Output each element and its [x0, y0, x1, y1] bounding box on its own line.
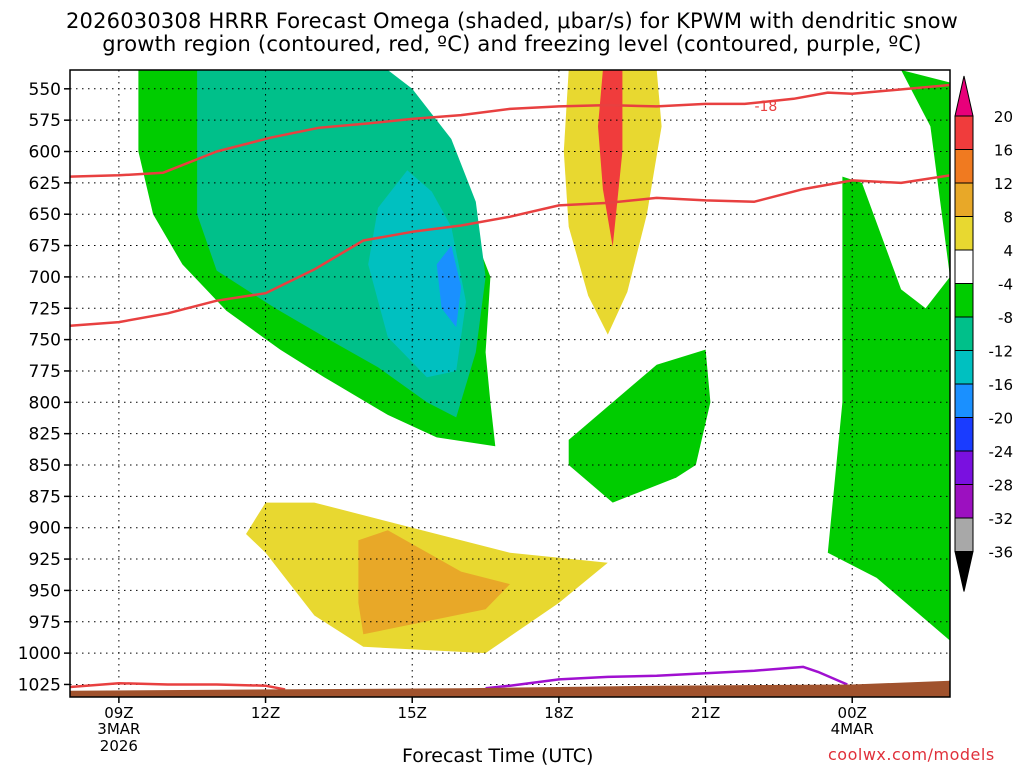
omega-shading-layer [138, 70, 950, 654]
colorbar-label-7: -12 [989, 343, 1014, 361]
colorbar-swatch-7 [954, 316, 974, 351]
y-tick-label-12: 850 [29, 456, 61, 476]
colorbar-label-5: -4 [998, 276, 1013, 294]
y-tick-label-9: 775 [29, 362, 61, 382]
y-tick-label-3: 625 [29, 174, 61, 194]
y-tick-label-19: 1025 [18, 675, 61, 695]
colorbar-bottom-arrow [954, 551, 974, 592]
x-tick-year-0: 2026 [100, 737, 138, 755]
colorbar-swatch-1 [954, 115, 974, 150]
x-axis-title: Forecast Time (UTC) [402, 745, 594, 767]
y-tick-label-7: 725 [29, 299, 61, 319]
colorbar-label-1: 16 [994, 142, 1013, 160]
y-tick-label-5: 675 [29, 237, 61, 257]
omega-region-8 [568, 349, 711, 503]
colorbar-swatch-13 [954, 517, 974, 552]
chart-title-line-1: 2026030308 HRRR Forecast Omega (shaded, … [65, 9, 959, 33]
colorbar: 20 16 12 8 4 -4 -8 -12 -16 -20 -24 -28 -32 -36 [954, 75, 1014, 592]
y-tick-label-14: 900 [29, 519, 61, 539]
colorbar-swatch-10 [954, 417, 974, 452]
colorbar-swatch-8 [954, 350, 974, 385]
x-tick-label-2: 15Z [398, 704, 427, 722]
grid-layer [70, 70, 950, 697]
y-tick-label-6: 700 [29, 268, 61, 288]
colorbar-label-12: -32 [989, 510, 1014, 528]
x-tick-label-4: 21Z [691, 704, 720, 722]
x-tick-label-5: 00Z [838, 704, 867, 722]
contour-label: -18 [754, 99, 777, 115]
colorbar-label-6: -8 [998, 309, 1013, 327]
colorbar-swatch-4 [954, 216, 974, 251]
contour-line-0 [70, 83, 950, 178]
x-tick-date-5: 4MAR [831, 720, 874, 738]
y-tick-label-15: 925 [29, 550, 61, 570]
colorbar-label-11: -28 [989, 477, 1014, 495]
y-tick-label-17: 975 [29, 613, 61, 633]
colorbar-swatch-3 [954, 182, 974, 217]
colorbar-label-3: 8 [1003, 209, 1013, 227]
y-tick-label-2: 600 [29, 143, 61, 163]
x-tick-label-3: 18Z [544, 704, 573, 722]
y-tick-label-13: 875 [29, 487, 61, 507]
source-credit: coolwx.com/models [828, 745, 995, 764]
y-tick-label-16: 950 [29, 581, 61, 601]
colorbar-label-13: -36 [989, 544, 1014, 562]
colorbar-label-4: 4 [1003, 242, 1013, 260]
x-tick-date-0: 3MAR [97, 720, 140, 738]
colorbar-swatch-5 [954, 249, 974, 284]
x-tick-label-1: 12Z [251, 704, 280, 722]
omega-region-3 [436, 245, 462, 328]
contour-line-2 [70, 681, 286, 691]
plot-frame [69, 69, 951, 698]
colorbar-swatch-6 [954, 283, 974, 318]
y-tick-label-11: 825 [29, 425, 61, 445]
colorbar-top-arrow [954, 75, 974, 117]
omega-region-9 [827, 70, 950, 641]
y-tick-label-8: 750 [29, 331, 61, 351]
y-axis: 550 575 600 625 650 675 700 725 750 775 800 825 850 8… [18, 80, 70, 695]
y-tick-label-10: 800 [29, 393, 61, 413]
colorbar-swatch-9 [954, 383, 974, 418]
colorbar-swatch-11 [954, 450, 974, 485]
colorbar-label-10: -24 [989, 443, 1014, 461]
colorbar-swatch-2 [954, 149, 974, 184]
contour-line-1 [70, 174, 950, 328]
y-tick-label-18: 1000 [18, 644, 61, 664]
chart-title-line-2: growth region (contoured, red, ºC) and f… [102, 32, 922, 56]
colorbar-label-8: -16 [989, 376, 1014, 394]
y-tick-label-4: 650 [29, 205, 61, 225]
colorbar-swatch-12 [954, 484, 974, 519]
contour-layer: -18 [70, 83, 950, 697]
terrain-fill [70, 680, 950, 697]
colorbar-label-0: 20 [994, 108, 1013, 126]
y-tick-label-0: 550 [29, 80, 61, 100]
colorbar-label-9: -20 [989, 410, 1014, 428]
omega-region-2 [368, 170, 466, 378]
y-tick-label-1: 575 [29, 111, 61, 131]
omega-region-7 [358, 530, 510, 635]
colorbar-label-2: 12 [994, 175, 1013, 193]
contour-line-3 [485, 665, 848, 690]
x-tick-label-0: 09Z [104, 704, 133, 722]
